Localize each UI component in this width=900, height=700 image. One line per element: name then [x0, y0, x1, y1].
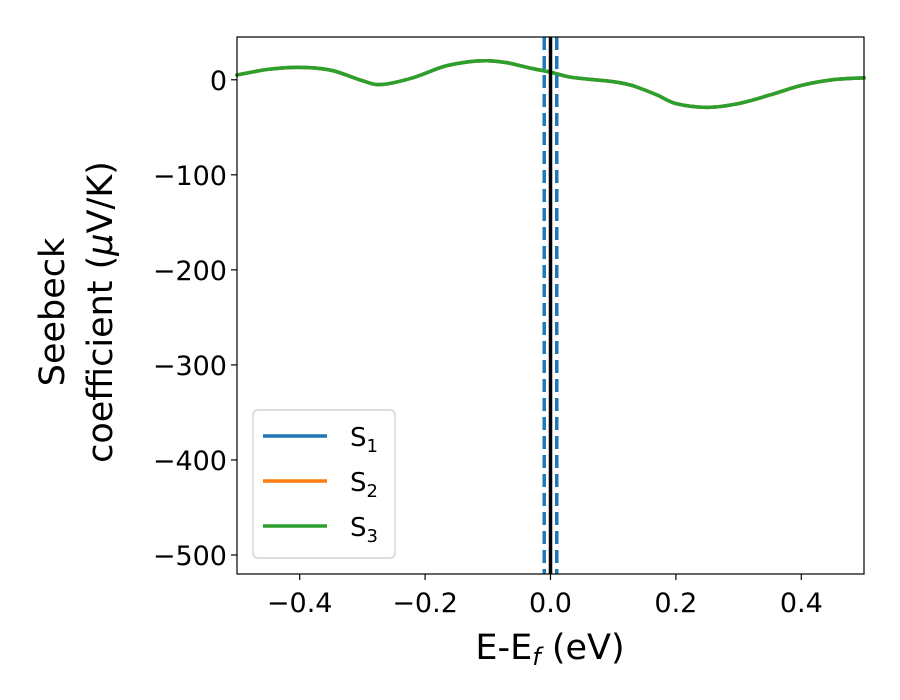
x-tick-label: 0.4: [780, 588, 823, 619]
y-tick-label: −200: [153, 256, 227, 287]
x-axis-label: E-Ef (eV): [475, 628, 624, 671]
y-axis-label: Seebeck coefficient (μV/K): [33, 161, 121, 463]
x-tick-label: 0.0: [529, 588, 572, 619]
y-tick-label: −100: [153, 161, 227, 192]
x-axis-ticks: −0.4 −0.2 0.0 0.2 0.4: [267, 574, 823, 619]
y-axis-ticks: 0 −100 −200 −300 −400 −500: [153, 66, 237, 572]
y-axis-label-mu: μ: [81, 233, 121, 256]
x-tick-label: −0.2: [392, 588, 458, 619]
y-axis-label-line2: coefficient (μV/K): [81, 161, 121, 463]
y-axis-label-line2-pre: coefficient (: [81, 256, 121, 463]
y-tick-label: −400: [153, 446, 227, 477]
legend-label-s2: S2: [350, 468, 378, 502]
legend: S1 S2 S3: [252, 409, 396, 559]
y-axis-label-line2-post: V/K): [81, 161, 121, 233]
y-tick-label: −300: [153, 351, 227, 382]
x-tick-label: −0.4: [267, 588, 333, 619]
legend-label-s1: S1: [350, 423, 378, 457]
x-axis-label-unit: (eV): [541, 628, 625, 668]
legend-items: S1 S2 S3: [263, 423, 378, 547]
legend-label-s3: S3: [350, 513, 378, 547]
reference-lines: [542, 37, 559, 574]
y-tick-label: 0: [210, 66, 227, 97]
y-tick-label: −500: [153, 541, 227, 572]
x-tick-label: 0.2: [654, 588, 697, 619]
x-axis-label-main: E-E: [475, 628, 532, 668]
legend-box: [252, 409, 396, 559]
y-axis-label-line1: Seebeck: [33, 237, 73, 386]
